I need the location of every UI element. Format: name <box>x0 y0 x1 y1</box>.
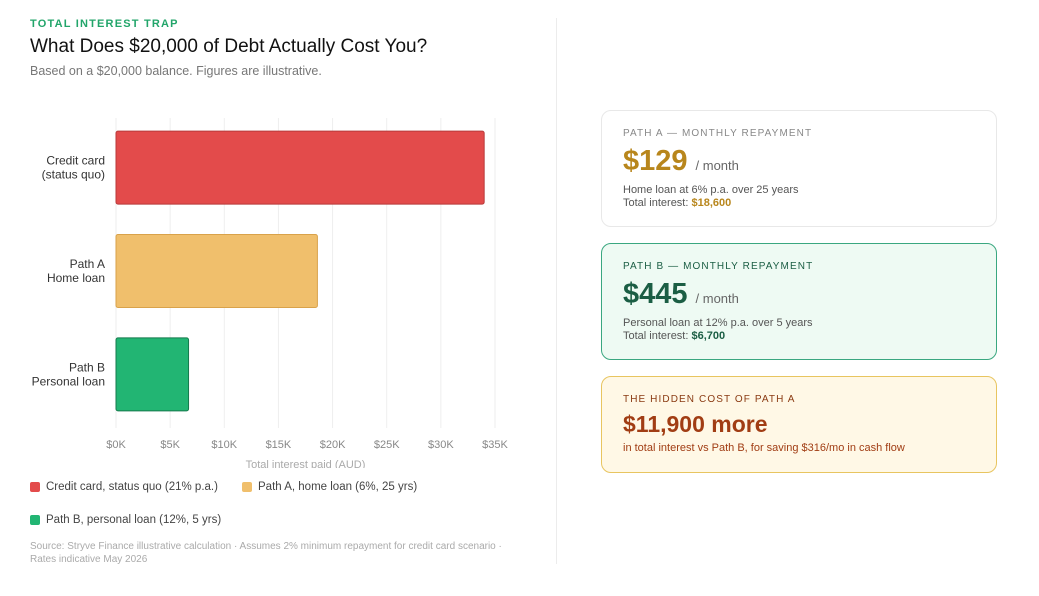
bar-2 <box>115 337 190 412</box>
path-a-amount: $129 <box>623 145 688 177</box>
path-a-card: PATH A — MONTHLY REPAYMENT $129 / month … <box>601 110 997 227</box>
hidden-cost-label: THE HIDDEN COST OF PATH A <box>623 394 796 405</box>
legend-swatch <box>30 482 40 492</box>
path-a-per: / month <box>695 158 739 173</box>
panel-divider <box>556 18 557 564</box>
x-tick-label-4: $20K <box>320 439 346 451</box>
source-note: Source: Stryve Finance illustrative calc… <box>30 541 502 565</box>
x-axis-label: Total interest paid (AUD) <box>246 459 366 468</box>
path-a-interest-label: Total interest: <box>623 197 692 209</box>
legend-label: Path A, home loan (6%, 25 yrs) <box>258 481 418 493</box>
bar-1 <box>115 234 318 308</box>
legend-swatch <box>30 515 40 525</box>
bar-0 <box>115 130 485 205</box>
hidden-cost-amount: $11,900 more <box>623 411 768 437</box>
path-b-description: Personal loan at 12% p.a. over 5 years <box>623 317 813 329</box>
x-tick-label-0: $0K <box>106 439 126 451</box>
category-label-line: Path A <box>70 257 105 271</box>
hidden-cost-card: THE HIDDEN COST OF PATH A $11,900 more i… <box>601 376 997 473</box>
category-label-line: (status quo) <box>42 168 105 182</box>
legend-item-1: Path A, home loan (6%, 25 yrs) <box>242 481 417 493</box>
path-b-interest-label: Total interest: <box>623 330 692 342</box>
legend-label: Path B, personal loan (12%, 5 yrs) <box>46 514 222 526</box>
chart-panel: TOTAL INTEREST TRAP What Does $20,000 of… <box>30 18 530 578</box>
page-title: What Does $20,000 of Debt Actually Cost … <box>30 36 428 57</box>
path-b-interest-value: $6,700 <box>691 330 726 342</box>
x-tick-label-5: $25K <box>374 439 400 451</box>
x-tick-label-3: $15K <box>266 439 292 451</box>
category-label-line: Path B <box>69 360 105 374</box>
x-tick-label-2: $10K <box>211 439 237 451</box>
hidden-cost-note: in total interest vs Path B, for saving … <box>623 442 905 454</box>
page-subtitle: Based on a $20,000 balance. Figures are … <box>30 64 322 78</box>
x-tick-label-6: $30K <box>428 439 454 451</box>
legend-item-2: Path B, personal loan (12%, 5 yrs) <box>30 514 221 526</box>
category-label-line: Personal loan <box>32 374 105 388</box>
category-label-line: Home loan <box>47 271 105 285</box>
legend-label: Credit card, status quo (21% p.a.) <box>46 481 218 493</box>
path-a-interest-value: $18,600 <box>691 197 732 209</box>
path-b-amount: $445 <box>623 278 688 310</box>
bar-chart: $0K $5K $10K $15K $20K $25K $30K $35K Credit car… <box>32 118 509 468</box>
category-label-0: Credit card (status quo) <box>42 154 105 182</box>
category-label-line: Credit card <box>46 154 105 168</box>
x-tick-label-1: $5K <box>160 439 180 451</box>
path-b-per: / month <box>695 291 739 306</box>
category-label-2: Path B Personal loan <box>32 360 105 388</box>
legend-swatch <box>242 482 252 492</box>
path-b-label: PATH B — MONTHLY REPAYMENT <box>623 261 814 272</box>
path-b-card: PATH B — MONTHLY REPAYMENT $445 / month … <box>601 243 997 360</box>
path-a-label: PATH A — MONTHLY REPAYMENT <box>623 128 813 139</box>
eyebrow: TOTAL INTEREST TRAP <box>30 18 179 30</box>
category-label-1: Path A Home loan <box>47 257 105 285</box>
path-a-description: Home loan at 6% p.a. over 25 years <box>623 184 799 196</box>
x-tick-label-7: $35K <box>482 439 508 451</box>
legend-item-0: Credit card, status quo (21% p.a.) <box>30 481 218 493</box>
